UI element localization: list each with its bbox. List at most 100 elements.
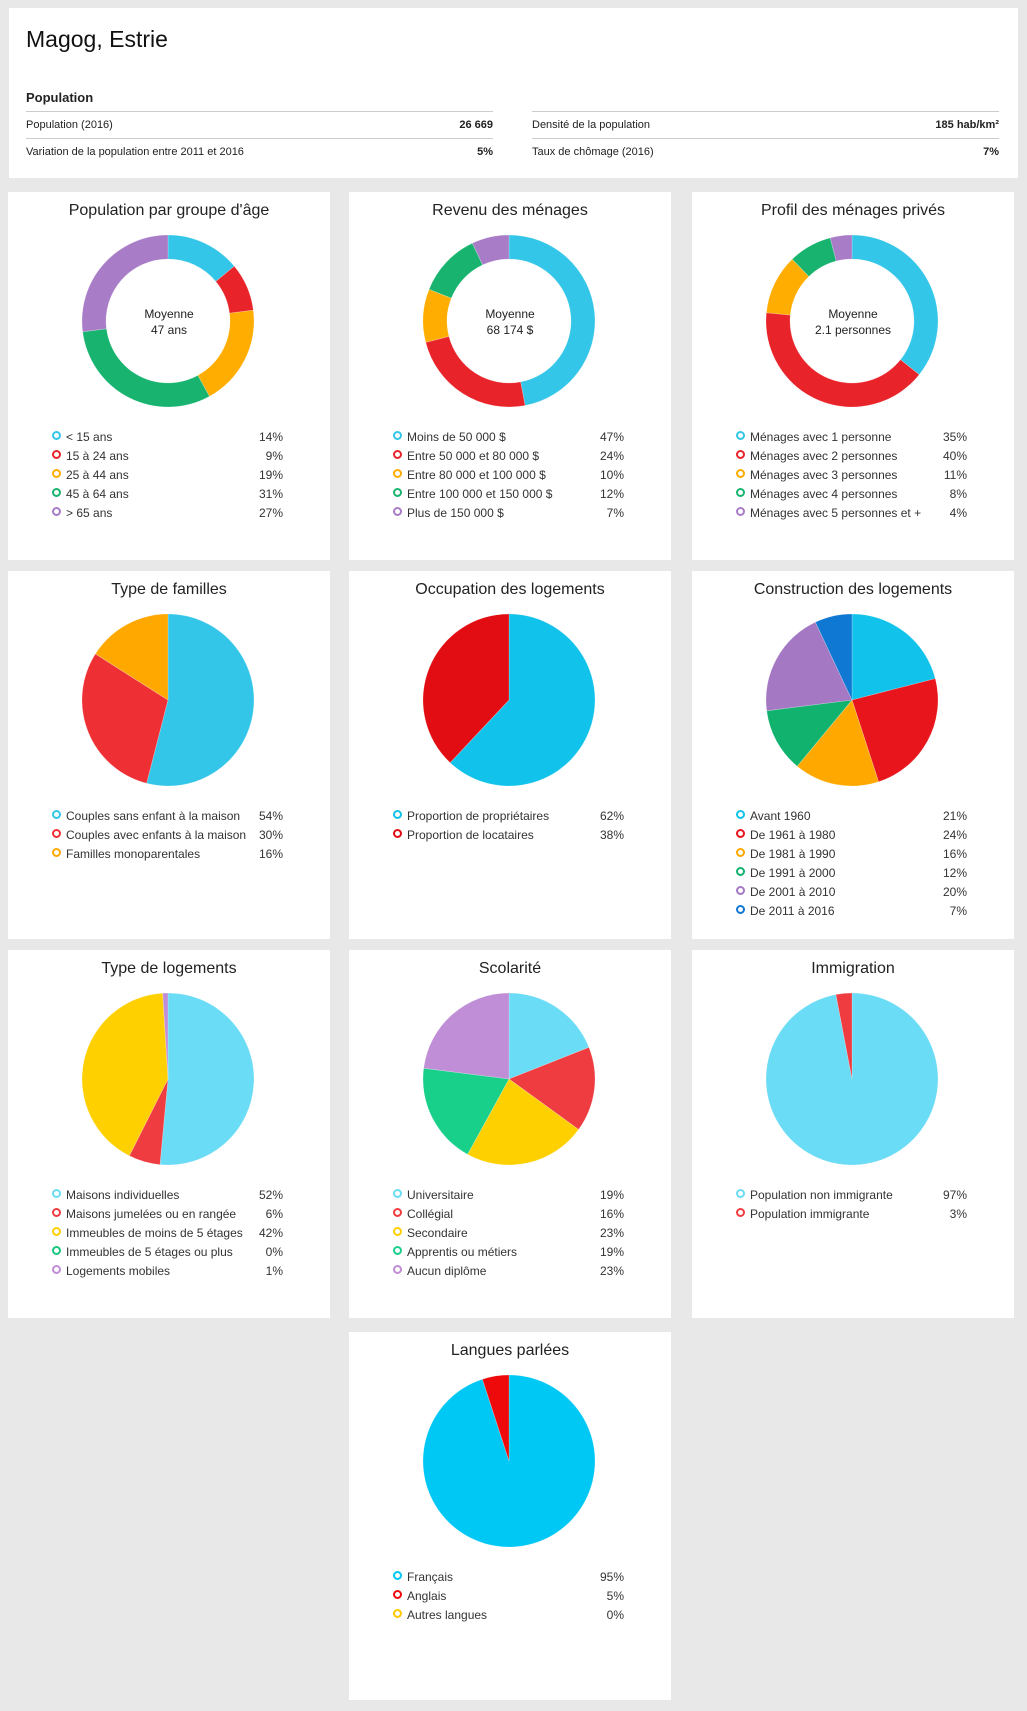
legend-item[interactable]: Ménages avec 4 personnes 8% — [736, 484, 967, 503]
legend-value: 95% — [599, 1569, 624, 1584]
slice-4[interactable] — [82, 328, 210, 408]
legend-item[interactable]: Secondaire 23% — [393, 1223, 624, 1242]
chart-title: Type de logements — [101, 960, 237, 977]
slice-1[interactable] — [508, 992, 590, 1080]
slice-4[interactable] — [791, 237, 837, 277]
legend-item[interactable]: Logements mobiles 1% — [52, 1261, 283, 1280]
slice-2[interactable] — [215, 265, 254, 314]
legend-item[interactable]: De 1981 à 1990 16% — [736, 844, 967, 863]
slice-1[interactable] — [508, 234, 596, 406]
slice-2[interactable] — [128, 1078, 169, 1165]
slice-3[interactable] — [81, 992, 169, 1157]
legend-item[interactable]: Collégial 16% — [393, 1204, 624, 1223]
legend-marker-icon — [393, 1245, 402, 1255]
legend-item[interactable]: Familles monoparentales 16% — [52, 844, 283, 863]
slice-1[interactable] — [422, 1374, 596, 1548]
slice-6[interactable] — [814, 613, 853, 701]
legend-item[interactable]: Entre 100 000 et 150 000 $ 12% — [393, 484, 624, 503]
slice-2[interactable] — [422, 613, 510, 764]
slice-1[interactable] — [851, 613, 936, 701]
center-label: Moyenne — [485, 307, 535, 321]
legend-label-wrap: De 1991 à 2000 — [736, 866, 835, 880]
slice-2[interactable] — [81, 653, 169, 784]
legend-item[interactable]: Maisons individuelles 52% — [52, 1185, 283, 1204]
legend-item[interactable]: Autres langues 0% — [393, 1605, 624, 1624]
legend-item[interactable]: Immeubles de moins de 5 étages 42% — [52, 1223, 283, 1242]
legend-value: 30% — [258, 827, 283, 842]
legend-item[interactable]: Français 95% — [393, 1567, 624, 1586]
legend-item[interactable]: Ménages avec 2 personnes 40% — [736, 446, 967, 465]
legend-item[interactable]: Entre 50 000 et 80 000 $ 24% — [393, 446, 624, 465]
legend-item[interactable]: Maisons jumelées ou en rangée 6% — [52, 1204, 283, 1223]
slice-5[interactable] — [471, 234, 510, 266]
legend-item[interactable]: Anglais 5% — [393, 1586, 624, 1605]
slice-5[interactable] — [81, 234, 169, 333]
slice-5[interactable] — [765, 621, 853, 712]
slice-4[interactable] — [766, 699, 853, 767]
legend-item[interactable]: 45 à 64 ans 31% — [52, 484, 283, 503]
legend-label-wrap: Couples sans enfant à la maison — [52, 809, 240, 823]
slice-4[interactable] — [428, 242, 484, 299]
legend-item[interactable]: De 2001 à 2010 20% — [736, 882, 967, 901]
legend-item[interactable]: Moins de 50 000 $ 47% — [393, 427, 624, 446]
legend-item[interactable]: Universitaire 19% — [393, 1185, 624, 1204]
slice-2[interactable] — [508, 1046, 596, 1130]
slice-1[interactable] — [159, 992, 255, 1166]
legend-item[interactable]: Couples sans enfant à la maison 54% — [52, 806, 283, 825]
legend-item[interactable]: > 65 ans 27% — [52, 503, 283, 522]
slice-4[interactable] — [422, 1067, 510, 1155]
slice-1[interactable] — [765, 992, 939, 1166]
slice-1[interactable] — [851, 234, 939, 376]
slice-3[interactable] — [94, 613, 169, 701]
chart-title: Revenu des ménages — [432, 202, 588, 219]
slice-2[interactable] — [835, 992, 853, 1080]
slice-1[interactable] — [146, 613, 255, 787]
legend-item[interactable]: De 1961 à 1980 24% — [736, 825, 967, 844]
legend: Français 95% Anglais 5% Autres langues 0% — [393, 1567, 624, 1624]
slice-5[interactable] — [829, 234, 853, 262]
slice-1[interactable] — [167, 234, 235, 282]
legend-marker-icon — [52, 468, 61, 478]
legend-item[interactable]: Proportion de locataires 38% — [393, 825, 624, 844]
legend-item[interactable]: De 1991 à 2000 12% — [736, 863, 967, 882]
chart-title: Immigration — [811, 960, 895, 977]
legend-label: Secondaire — [407, 1225, 468, 1240]
legend-value: 3% — [949, 1206, 967, 1221]
slice-3[interactable] — [197, 309, 255, 397]
legend-item[interactable]: Apprentis ou métiers 19% — [393, 1242, 624, 1261]
slice-5[interactable] — [423, 992, 510, 1080]
slice-2[interactable] — [425, 336, 526, 408]
legend-label-wrap: Entre 80 000 et 100 000 $ — [393, 468, 546, 482]
slice-2[interactable] — [765, 312, 920, 408]
legend-item[interactable]: Ménages avec 5 personnes et + 4% — [736, 503, 967, 522]
legend-item[interactable]: Population immigrante 3% — [736, 1204, 967, 1223]
legend-item[interactable]: Population non immigrante 97% — [736, 1185, 967, 1204]
slice-1[interactable] — [449, 613, 596, 787]
slice-2[interactable] — [482, 1374, 510, 1462]
slice-3[interactable] — [467, 1078, 579, 1166]
legend-item[interactable]: < 15 ans 14% — [52, 427, 283, 446]
chart-title: Occupation des logements — [415, 581, 605, 598]
legend-item[interactable]: Plus de 150 000 $ 7% — [393, 503, 624, 522]
legend-item[interactable]: De 2011 à 2016 7% — [736, 901, 967, 920]
legend-item[interactable]: 25 à 44 ans 19% — [52, 465, 283, 484]
legend-item[interactable]: 15 à 24 ans 9% — [52, 446, 283, 465]
legend-item[interactable]: Ménages avec 1 personne 35% — [736, 427, 967, 446]
legend-item[interactable]: Entre 80 000 et 100 000 $ 10% — [393, 465, 624, 484]
legend-label-wrap: Avant 1960 — [736, 809, 811, 823]
legend-label: Entre 100 000 et 150 000 $ — [407, 486, 553, 501]
legend-item[interactable]: Avant 1960 21% — [736, 806, 967, 825]
legend-marker-icon — [52, 430, 61, 440]
legend-value: 7% — [949, 903, 967, 918]
legend-item[interactable]: Aucun diplôme 23% — [393, 1261, 624, 1280]
legend-item[interactable]: Immeubles de 5 étages ou plus 0% — [52, 1242, 283, 1261]
slice-5[interactable] — [162, 992, 169, 1080]
legend-label-wrap: De 2011 à 2016 — [736, 904, 835, 918]
legend-item[interactable]: Couples avec enfants à la maison 30% — [52, 825, 283, 844]
legend-item[interactable]: Ménages avec 3 personnes 11% — [736, 465, 967, 484]
legend-label: Anglais — [407, 1588, 447, 1603]
legend-item[interactable]: Proportion de propriétaires 62% — [393, 806, 624, 825]
slice-3[interactable] — [796, 699, 879, 787]
legend-label: Ménages avec 2 personnes — [750, 448, 898, 463]
slice-2[interactable] — [851, 678, 939, 783]
